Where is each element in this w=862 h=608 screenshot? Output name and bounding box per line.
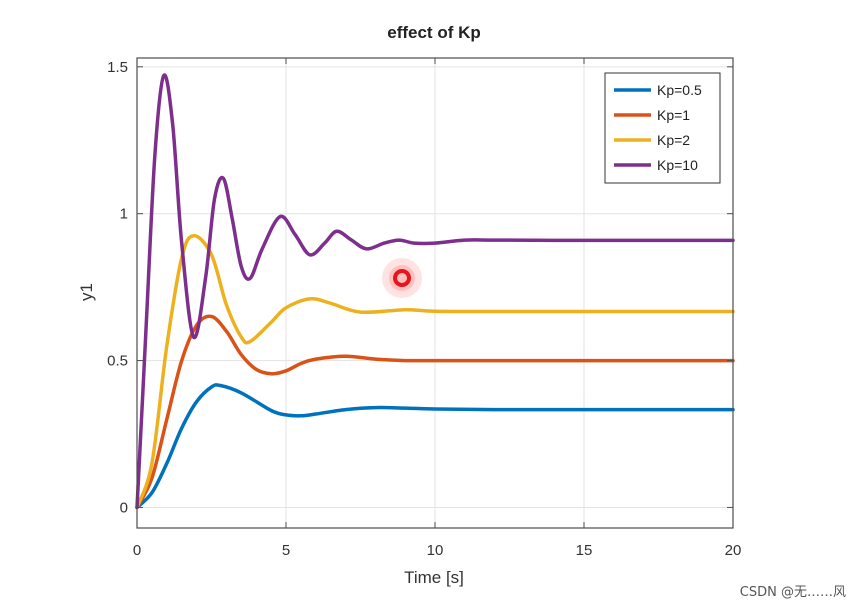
y-tick-label: 1 xyxy=(120,206,128,223)
x-tick-label: 0 xyxy=(133,542,141,559)
legend-entry-label: Kp=2 xyxy=(657,132,690,148)
legend-entry-label: Kp=10 xyxy=(657,157,698,173)
y-tick-label: 1.5 xyxy=(107,59,128,76)
series-line-1 xyxy=(135,383,735,510)
legend-entry-label: Kp=0.5 xyxy=(657,82,702,98)
series-line-4 xyxy=(135,73,735,510)
x-axis-label: Time [s] xyxy=(404,568,464,587)
y-tick-label: 0.5 xyxy=(107,353,128,370)
x-tick-label: 15 xyxy=(576,542,593,559)
watermark: CSDN @无……风 xyxy=(739,585,846,600)
chart-title: effect of Kp xyxy=(387,23,481,42)
series-line-3 xyxy=(135,233,735,510)
cursor-highlight-icon xyxy=(382,258,422,298)
y-tick-label: 0 xyxy=(120,499,128,516)
series-line-2 xyxy=(135,314,735,510)
x-tick-label: 5 xyxy=(282,542,290,559)
x-tick-label: 10 xyxy=(427,542,444,559)
x-tick-label: 20 xyxy=(725,542,742,559)
y-axis-label: y1 xyxy=(77,283,96,301)
legend-entry-label: Kp=1 xyxy=(657,107,690,123)
